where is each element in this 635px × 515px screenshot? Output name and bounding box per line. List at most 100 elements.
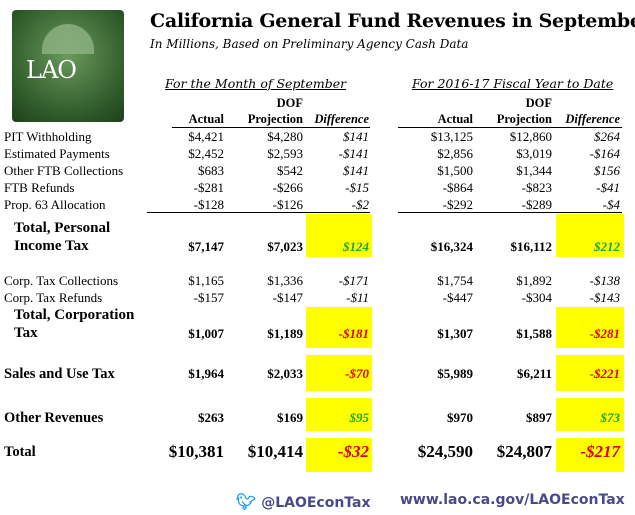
projection-value: $2,593	[267, 146, 303, 161]
actual-value: -$292	[442, 197, 473, 212]
projection-value: -$126	[272, 197, 303, 212]
actual-value: -$128	[193, 197, 224, 212]
capitol-dome-icon	[42, 24, 94, 54]
difference-value: $73	[600, 410, 621, 425]
row-label: PIT Withholding	[4, 129, 92, 144]
projection-value: $3,019	[516, 146, 552, 161]
difference-value: $124	[343, 239, 369, 254]
twitter-bird-icon: 🐦︎	[236, 492, 257, 511]
actual-value: $1,165	[188, 273, 224, 288]
dof-label: DOF	[276, 96, 303, 110]
twitter-text: @LAOEconTax	[261, 495, 371, 511]
row-label: Income Tax	[14, 238, 89, 254]
website-link[interactable]: www.lao.ca.gov/LAOEconTax	[400, 492, 625, 508]
actual-value: $5,989	[437, 366, 473, 381]
actual-value: $970	[447, 410, 473, 425]
projection-value: $16,112	[510, 239, 552, 254]
difference-value: -$217	[580, 442, 620, 461]
actual-value: $10,381	[168, 442, 224, 461]
projection-value: $1,189	[267, 326, 303, 341]
actual-value: -$447	[442, 290, 473, 305]
actual-value: $2,452	[188, 146, 224, 161]
difference-value: -$181	[338, 326, 369, 341]
difference-value: -$143	[589, 290, 620, 305]
projection-value: $10,414	[247, 442, 303, 461]
col-projection: Projection	[247, 112, 303, 126]
difference-value: -$141	[338, 146, 369, 161]
actual-value: $1,964	[188, 366, 224, 381]
highlight	[306, 355, 372, 391]
actual-value: $24,590	[417, 442, 473, 461]
projection-value: $1,892	[516, 273, 552, 288]
row-label: Total, Corporation	[14, 307, 135, 323]
difference-value: -$4	[602, 197, 620, 212]
difference-value: -$15	[345, 180, 369, 195]
col-actual: Actual	[188, 112, 224, 126]
row-label: Prop. 63 Allocation	[4, 197, 106, 212]
actual-value: $4,421	[188, 129, 224, 144]
difference-value: -$41	[596, 180, 620, 195]
difference-value: -$221	[589, 366, 620, 381]
actual-value: $7,147	[188, 239, 224, 254]
col-actual: Actual	[437, 112, 473, 126]
projection-value: -$147	[272, 290, 303, 305]
row-label: Sales and Use Tax	[4, 366, 115, 382]
projection-value: -$266	[272, 180, 303, 195]
projection-value: $897	[526, 410, 552, 425]
actual-value: $2,856	[437, 146, 473, 161]
difference-value: -$281	[589, 326, 620, 341]
highlight	[556, 438, 624, 472]
actual-value: -$864	[442, 180, 473, 195]
page-subtitle: In Millions, Based on Preliminary Agency…	[150, 37, 469, 51]
projection-value: -$289	[521, 197, 552, 212]
highlight	[556, 214, 624, 257]
divider	[172, 127, 370, 128]
projection-value: $12,860	[509, 129, 552, 144]
difference-value: -$2	[351, 197, 369, 212]
actual-value: $1,754	[437, 273, 473, 288]
actual-value: $683	[198, 163, 224, 178]
projection-value: $1,344	[516, 163, 552, 178]
twitter-handle[interactable]: 🐦︎ @LAOEconTax	[236, 492, 371, 511]
projection-value: $169	[277, 410, 303, 425]
difference-value: -$171	[338, 273, 369, 288]
divider	[398, 127, 622, 128]
divider	[398, 212, 622, 213]
row-label: Estimated Payments	[4, 146, 110, 161]
logo-text: LAO	[26, 56, 77, 84]
actual-value: $13,125	[430, 129, 473, 144]
projection-value: -$304	[521, 290, 552, 305]
projection-value: $1,336	[267, 273, 303, 288]
dof-label: DOF	[525, 96, 552, 110]
difference-value: $264	[594, 129, 620, 144]
projection-value: $2,033	[267, 366, 303, 381]
actual-value: -$281	[193, 180, 224, 195]
col-difference: Difference	[314, 112, 369, 126]
difference-value: -$164	[589, 146, 620, 161]
difference-value: $212	[594, 239, 620, 254]
projection-value: $6,211	[516, 366, 552, 381]
actual-value: -$157	[193, 290, 224, 305]
difference-value: -$32	[337, 442, 369, 461]
actual-value: $1,500	[437, 163, 473, 178]
highlight	[556, 355, 624, 391]
highlight	[556, 398, 624, 431]
ytd-header: For 2016-17 Fiscal Year to Date	[412, 76, 614, 91]
difference-value: -$11	[346, 290, 369, 305]
month-header: For the Month of September	[165, 76, 347, 91]
difference-value: $156	[594, 163, 620, 178]
difference-value: -$70	[345, 366, 369, 381]
col-projection: Projection	[496, 112, 552, 126]
row-label: FTB Refunds	[4, 180, 75, 195]
row-label: Total	[4, 444, 36, 460]
actual-value: $16,324	[430, 239, 473, 254]
row-label: Other Revenues	[4, 410, 104, 426]
highlight	[306, 438, 372, 472]
actual-value: $263	[198, 410, 224, 425]
projection-value: $7,023	[267, 239, 303, 254]
projection-value: $24,807	[496, 442, 552, 461]
highlight	[306, 307, 372, 348]
actual-value: $1,007	[188, 326, 224, 341]
page-title: California General Fund Revenues in Sept…	[150, 10, 635, 32]
row-label: Corp. Tax Collections	[4, 273, 119, 288]
